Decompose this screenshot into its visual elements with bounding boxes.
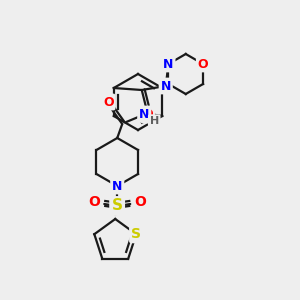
Text: H: H [150,116,159,126]
Text: O: O [88,195,100,209]
Text: S: S [112,199,123,214]
Text: O: O [134,195,146,209]
Text: N: N [163,58,174,70]
Text: S: S [131,227,141,241]
Text: N: N [160,80,171,92]
Text: O: O [142,109,153,122]
Text: N: N [112,179,122,193]
Text: O: O [103,95,114,109]
Text: N: N [139,107,149,121]
Text: O: O [134,195,146,209]
Text: O: O [198,58,208,70]
Text: S: S [112,199,123,214]
Text: O: O [88,195,100,209]
